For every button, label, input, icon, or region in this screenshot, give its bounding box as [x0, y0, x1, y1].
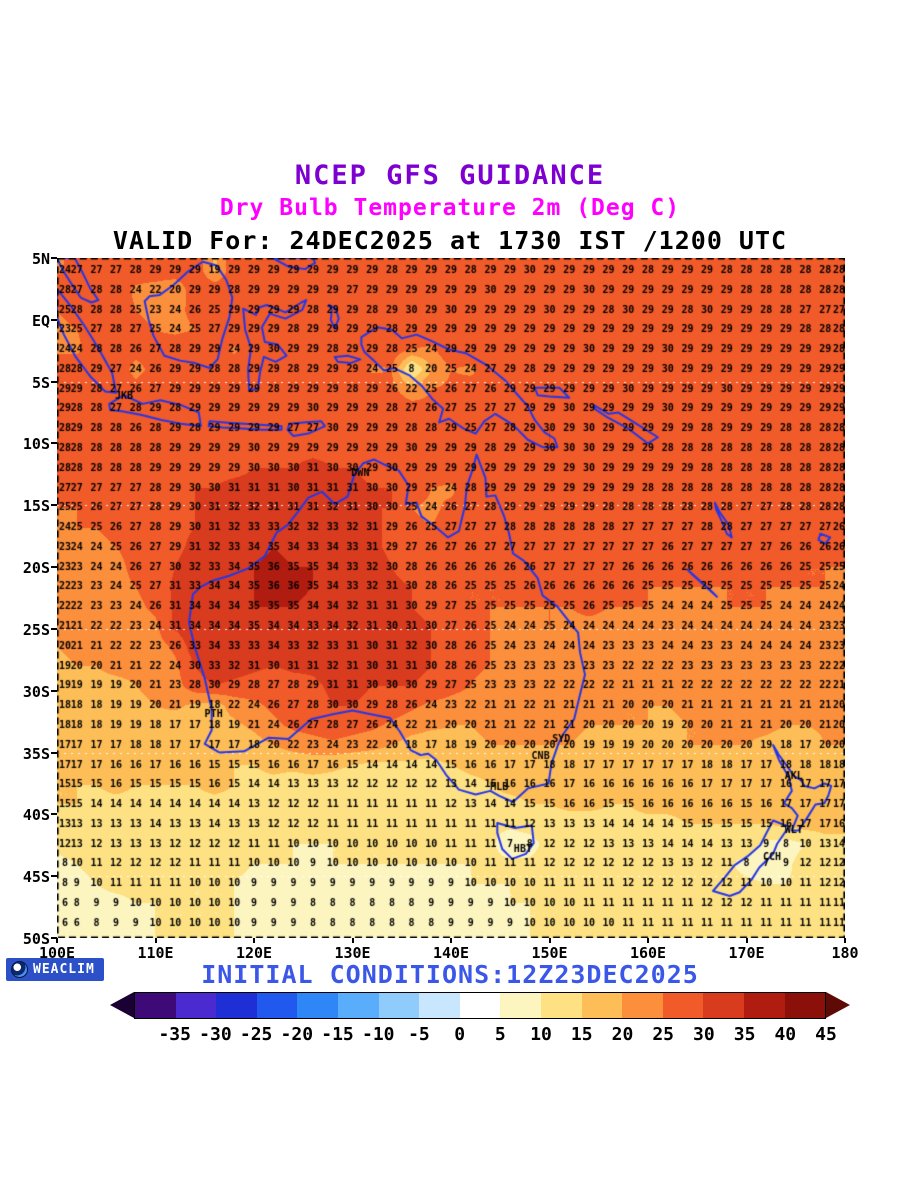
lat-tick	[51, 380, 57, 383]
lat-tick	[51, 566, 57, 569]
colorbar-tick-25: 25	[652, 1024, 675, 1045]
lat-label-15S: 15S	[22, 497, 50, 516]
lon-tick	[745, 938, 748, 943]
colorbar-segment	[378, 993, 420, 1018]
chart-title: NCEP GFS GUIDANCE	[294, 160, 606, 191]
colorbar-tick--10: -10	[361, 1024, 395, 1045]
colorbar-segment	[135, 993, 176, 1018]
lat-label-40S: 40S	[22, 806, 50, 825]
lat-tick	[51, 627, 57, 630]
temperature-map-canvas	[57, 258, 845, 938]
lon-label-120E: 120E	[235, 944, 273, 962]
colorbar-segment	[784, 993, 826, 1018]
colorbar-segments	[134, 992, 826, 1019]
lat-label-20S: 20S	[22, 559, 50, 578]
lon-tick	[351, 938, 354, 943]
colorbar-tick-40: 40	[774, 1024, 797, 1045]
colorbar-segment	[581, 993, 623, 1018]
weaclim-globe-icon	[11, 961, 28, 978]
lat-label-45S: 45S	[22, 868, 50, 887]
lat-label-35S: 35S	[22, 744, 50, 763]
colorbar-left-arrow	[110, 992, 134, 1018]
weaclim-logo-text: WEACLIM	[33, 962, 95, 977]
colorbar-tick--15: -15	[321, 1024, 354, 1045]
lon-label-160E: 160E	[629, 944, 667, 962]
colorbar-segment	[175, 993, 217, 1018]
colorbar-gradient	[110, 992, 850, 1019]
colorbar-tick-10: 10	[530, 1024, 552, 1045]
colorbar-tick--30: -30	[199, 1024, 232, 1045]
colorbar-segment	[703, 993, 744, 1018]
lon-tick	[548, 938, 551, 943]
colorbar-segment	[540, 993, 582, 1018]
lon-tick	[450, 938, 452, 943]
colorbar-segment	[459, 993, 501, 1018]
lat-tick	[51, 751, 57, 754]
colorbar-segment	[500, 993, 541, 1018]
colorbar-right-arrow	[826, 992, 850, 1018]
valid-time-label: VALID For: 24DEC2025 at 1730 IST /1200 U…	[112, 226, 788, 255]
lon-tick	[253, 938, 255, 943]
colorbar-tick-15: 15	[570, 1024, 593, 1045]
colorbar-tick-35: 35	[733, 1024, 756, 1045]
lat-tick	[51, 257, 57, 259]
lat-tick	[51, 504, 57, 507]
lat-label-30S: 30S	[22, 682, 50, 701]
colorbar-segment	[216, 993, 257, 1018]
lat-label-5N: 5N	[31, 250, 50, 268]
colorbar-segment	[256, 993, 298, 1018]
lat-tick	[51, 689, 57, 692]
lat-label-EQ: EQ	[31, 311, 50, 330]
colorbar-tick-5: 5	[494, 1024, 506, 1045]
lat-label-10S: 10S	[22, 435, 50, 454]
lon-tick	[56, 938, 58, 943]
weaclim-logo: WEACLIM	[6, 958, 104, 981]
initial-conditions-label: INITIAL CONDITIONS:12Z23DEC2025	[201, 960, 699, 989]
lon-tick	[844, 938, 846, 943]
colorbar-tick--25: -25	[239, 1024, 273, 1045]
lon-label-110E: 110E	[137, 944, 174, 962]
colorbar-tick--35: -35	[158, 1024, 191, 1045]
temperature-colorbar: -35 -30 -25 -20 -15 -10 -5 0 5 10 15 20 25 30 35 40 45	[110, 992, 850, 1048]
colorbar-segment	[622, 993, 663, 1018]
lat-tick	[51, 875, 57, 878]
lon-tick	[154, 938, 157, 943]
lat-tick	[51, 813, 57, 816]
colorbar-tick-0: 0	[454, 1024, 466, 1045]
lon-label-130E: 130E	[334, 944, 371, 962]
colorbar-tick--20: -20	[280, 1024, 314, 1045]
lat-tick	[51, 937, 57, 939]
colorbar-segment	[337, 993, 379, 1018]
lon-label-170E: 170E	[728, 944, 765, 962]
lat-label-50S: 50S	[22, 930, 50, 948]
chart-subtitle: Dry Bulb Temperature 2m (Deg C)	[219, 195, 681, 221]
colorbar-tick-45: 45	[815, 1024, 837, 1045]
lon-label-100E: 100E	[38, 944, 76, 962]
colorbar-segment	[743, 993, 785, 1018]
colorbar-tick-20: 20	[611, 1024, 634, 1045]
colorbar-segment	[662, 993, 704, 1018]
lon-tick	[647, 938, 649, 943]
colorbar-segment	[419, 993, 460, 1018]
lat-label-25S: 25S	[22, 620, 50, 639]
lat-tick	[51, 442, 57, 445]
colorbar-segment	[297, 993, 338, 1018]
colorbar-tick--5: -5	[408, 1024, 430, 1045]
lon-label-180: 180	[831, 944, 859, 962]
colorbar-tick-labels: -35 -30 -25 -20 -15 -10 -5 0 5 10 15 20 25 30 35 40 45	[110, 1024, 850, 1048]
lat-label-5S: 5S	[31, 373, 50, 392]
lon-label-150E: 150E	[531, 944, 568, 962]
lon-label-140E: 140E	[432, 944, 470, 962]
colorbar-tick-30: 30	[693, 1024, 715, 1045]
lat-tick	[51, 318, 57, 321]
